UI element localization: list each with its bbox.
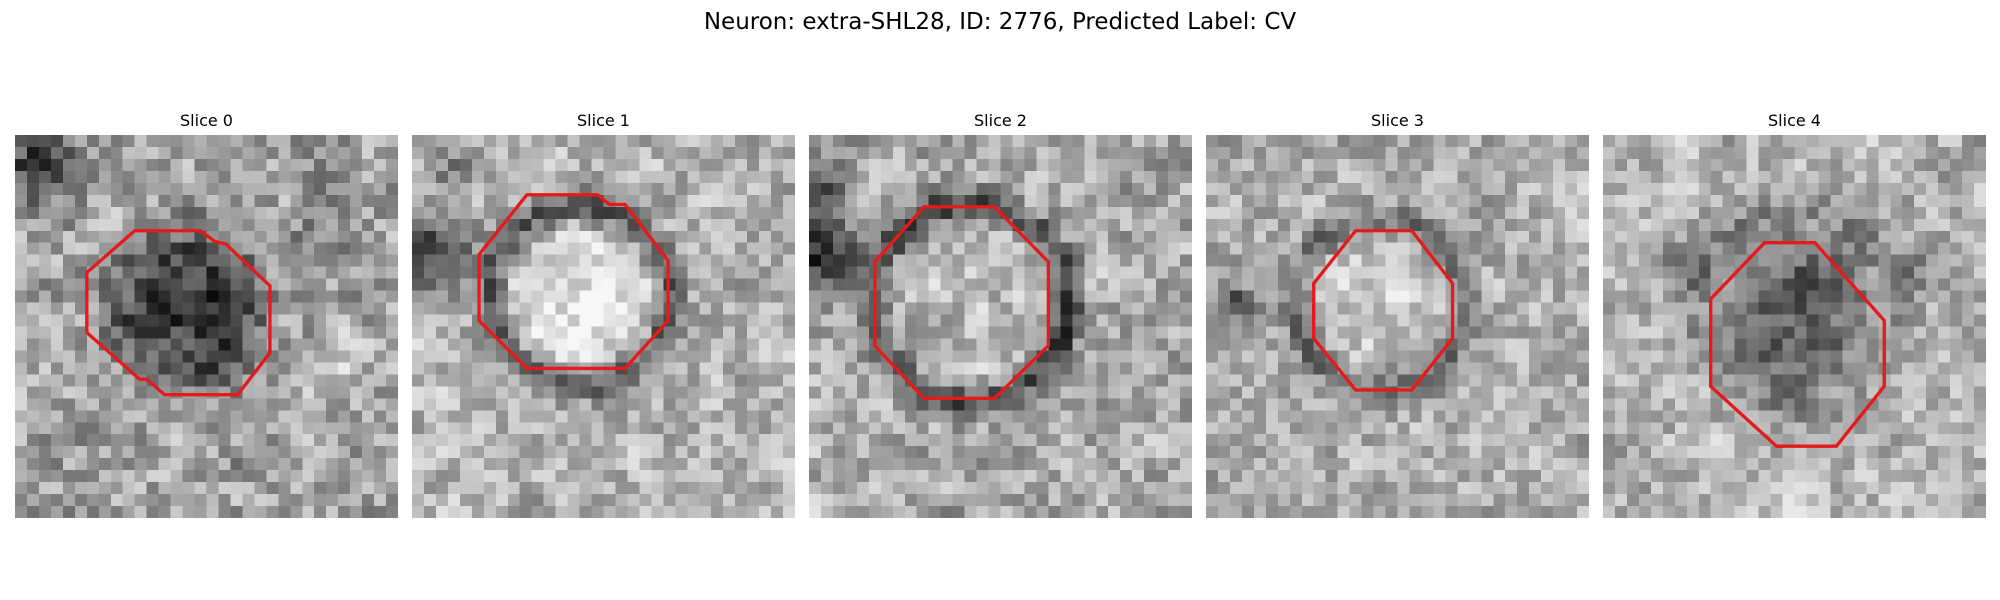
slice-title-1: Slice 1 xyxy=(577,111,630,130)
slice-title-4: Slice 4 xyxy=(1768,111,1821,130)
slice-image-4 xyxy=(1603,135,1986,518)
slice-panel-0: Slice 0 xyxy=(15,110,398,520)
slice-image-2 xyxy=(809,135,1192,518)
slice-panel-1: Slice 1 xyxy=(412,110,795,520)
contour-outline-3 xyxy=(1312,229,1455,392)
slice-image-1 xyxy=(412,135,795,518)
slice-title-2: Slice 2 xyxy=(974,111,1027,130)
slice-panel-4: Slice 4 xyxy=(1603,110,1986,520)
slice-panel-3: Slice 3 xyxy=(1206,110,1589,520)
figure-title: Neuron: extra-SHL28, ID: 2776, Predicted… xyxy=(703,9,1297,35)
contour-outline-1 xyxy=(477,193,670,371)
slice-title-3: Slice 3 xyxy=(1371,111,1424,130)
contour-outline-0 xyxy=(85,229,272,397)
contour-outline-2 xyxy=(873,205,1051,400)
slice-image-0 xyxy=(15,135,398,518)
slice-panel-2: Slice 2 xyxy=(809,110,1192,520)
contour-outline-4 xyxy=(1709,241,1886,448)
slice-image-3 xyxy=(1206,135,1589,518)
slice-title-0: Slice 0 xyxy=(180,111,233,130)
